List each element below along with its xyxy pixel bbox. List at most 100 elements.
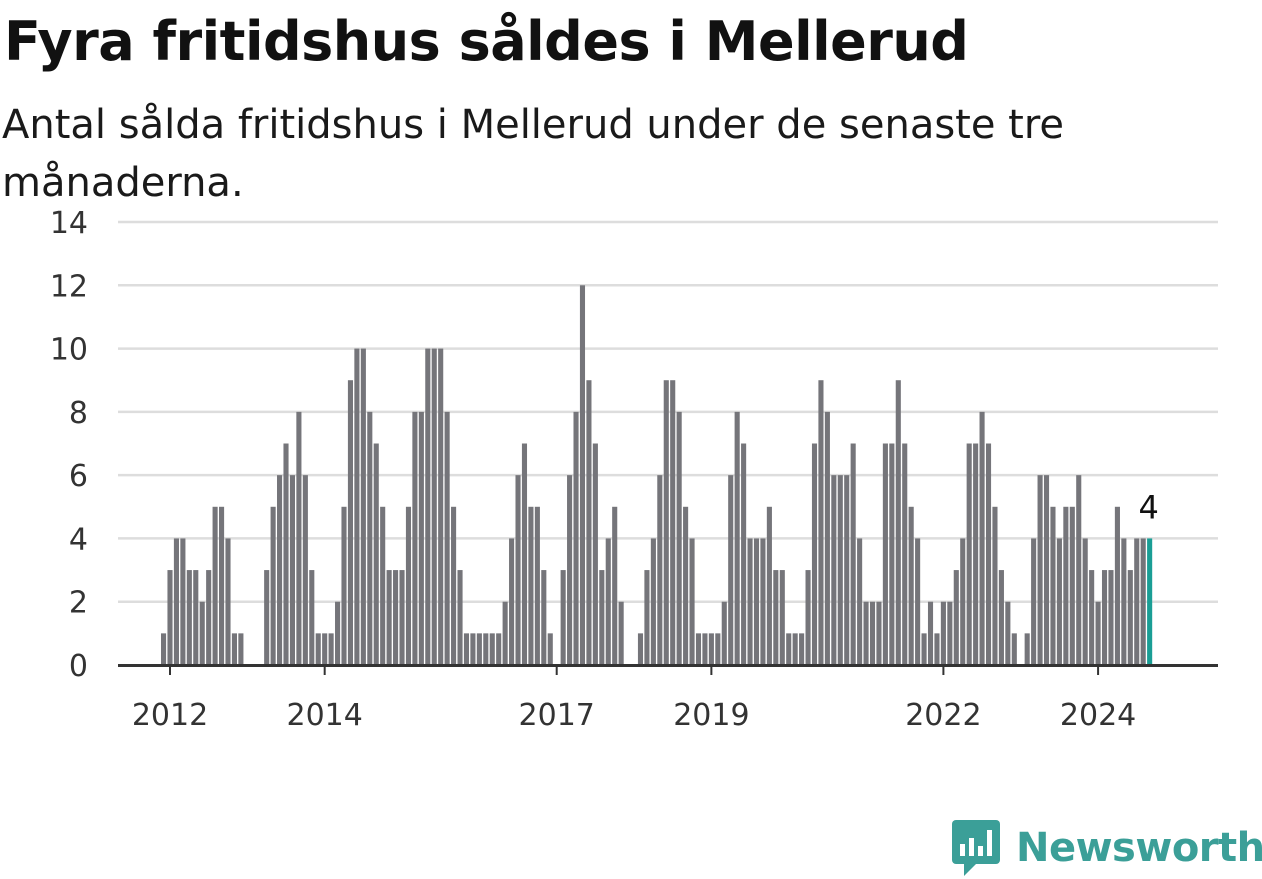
bar	[979, 411, 985, 665]
bar	[831, 475, 837, 665]
bar	[1076, 475, 1082, 665]
x-tick-label: 2024	[1060, 698, 1136, 733]
bar	[966, 443, 972, 665]
bar	[1114, 506, 1120, 665]
bar	[715, 633, 721, 665]
bar	[509, 538, 515, 665]
bar	[921, 633, 927, 665]
bar	[908, 506, 914, 665]
bar	[502, 601, 508, 665]
bar	[702, 633, 708, 665]
bar	[360, 348, 366, 665]
bar	[805, 570, 811, 665]
bar	[180, 538, 186, 665]
bar	[528, 506, 534, 665]
bar	[1127, 570, 1133, 665]
bar	[335, 601, 341, 665]
bar	[193, 570, 199, 665]
bar	[586, 380, 592, 665]
bar	[985, 443, 992, 665]
bar	[373, 443, 379, 665]
x-axis-ticks: 2012 2014 2017 2019 2022 2024	[132, 665, 1136, 733]
y-tick-label: 0	[69, 649, 88, 684]
bar	[444, 411, 450, 665]
bar	[1101, 570, 1108, 665]
bar	[592, 443, 598, 665]
bar	[579, 285, 586, 665]
chart-title: Fyra fritidshus såldes i Mellerud	[4, 10, 969, 73]
bar	[354, 348, 360, 665]
bar	[270, 506, 276, 665]
y-tick-label: 4	[69, 522, 88, 557]
bar	[876, 601, 882, 665]
bar	[837, 475, 843, 665]
bar	[637, 633, 644, 665]
bar	[186, 570, 192, 665]
bar	[451, 506, 457, 665]
bar	[405, 506, 412, 665]
bar	[799, 633, 805, 665]
newsworthy-logo-icon	[952, 820, 1000, 876]
last-value-label: 4	[1138, 488, 1158, 526]
bar	[573, 411, 579, 665]
bar	[760, 538, 766, 665]
bar	[425, 348, 431, 665]
y-tick-label: 12	[50, 269, 88, 304]
bar	[438, 348, 444, 665]
bar	[380, 506, 386, 665]
bars	[161, 285, 1153, 665]
bar	[231, 633, 237, 665]
bar	[927, 601, 934, 665]
bar	[1011, 633, 1017, 665]
bar	[1089, 570, 1095, 665]
bar	[869, 601, 876, 665]
bar	[644, 570, 650, 665]
x-tick-label: 2017	[519, 698, 595, 733]
bar	[212, 506, 218, 665]
bar	[219, 506, 225, 665]
bar	[534, 506, 540, 665]
bar	[992, 506, 998, 665]
bar	[277, 475, 283, 665]
bar	[341, 506, 347, 665]
bar	[902, 443, 908, 665]
bar	[1024, 633, 1030, 665]
bar	[844, 475, 850, 665]
bar	[612, 506, 618, 665]
bar	[399, 570, 405, 665]
bar	[515, 475, 521, 665]
bar	[161, 633, 167, 665]
bar	[199, 601, 205, 665]
bar	[567, 475, 573, 665]
bar	[1108, 570, 1114, 665]
bar	[1134, 538, 1140, 665]
bar-latest	[1147, 538, 1153, 665]
bar	[1005, 601, 1011, 665]
bar	[786, 633, 792, 665]
y-tick-label: 6	[69, 459, 88, 494]
bar	[476, 633, 482, 665]
bar	[605, 538, 611, 665]
bar	[657, 475, 663, 665]
bar	[418, 411, 424, 665]
bar	[599, 570, 605, 665]
bar	[1140, 538, 1146, 665]
bar	[315, 633, 321, 665]
bar	[728, 475, 734, 665]
bar	[496, 633, 502, 665]
bar	[753, 538, 760, 665]
bar	[947, 601, 953, 665]
bar	[857, 538, 863, 665]
bar	[741, 443, 747, 665]
bar	[998, 570, 1004, 665]
bar	[1050, 506, 1056, 665]
bar	[412, 411, 418, 665]
bar	[779, 570, 785, 665]
bar	[470, 633, 476, 665]
bar	[1095, 601, 1101, 665]
y-tick-label: 2	[69, 586, 88, 621]
bar	[302, 475, 308, 665]
bar	[863, 601, 869, 665]
bar	[818, 380, 824, 665]
newsworthy-logo[interactable]: Newsworthy	[950, 818, 1262, 878]
